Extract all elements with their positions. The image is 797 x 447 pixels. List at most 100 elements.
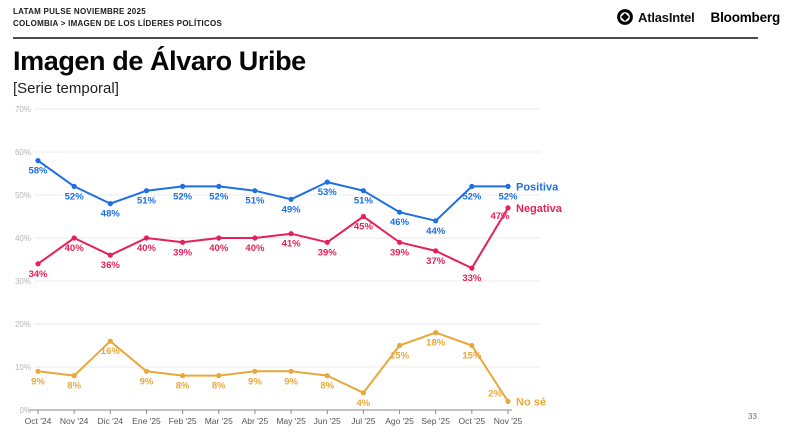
x-axis-label: Mar '25: [205, 416, 233, 426]
page-title: Imagen de Álvaro Uribe: [13, 46, 306, 76]
data-point-label: 8%: [320, 381, 334, 392]
data-point-label: 40%: [137, 243, 157, 254]
data-point: [288, 368, 294, 374]
breadcrumb: COLOMBIA > IMAGEN DE LOS LÍDERES POLÍTIC…: [13, 19, 223, 28]
x-axis-label: Oct '25: [459, 416, 486, 426]
data-point-label: 18%: [426, 338, 446, 349]
y-axis-label: 20%: [15, 320, 31, 329]
data-point: [360, 390, 366, 396]
data-point: [433, 218, 439, 224]
page-subtitle: [Serie temporal]: [13, 80, 119, 97]
brand-logos: AtlasIntel Bloomberg: [617, 9, 780, 25]
data-point-label: 33%: [462, 273, 482, 284]
y-axis-label: 30%: [15, 277, 31, 286]
data-point-label: 44%: [426, 226, 446, 237]
x-axis-label: Ene '25: [132, 416, 161, 426]
data-point: [216, 373, 222, 379]
data-point: [288, 231, 294, 237]
data-point: [216, 183, 222, 189]
data-point: [143, 188, 150, 194]
data-point: [469, 342, 475, 349]
x-axis-label: Feb '25: [169, 416, 197, 426]
data-point: [433, 330, 439, 336]
data-point-label: 9%: [140, 376, 154, 387]
data-point-label: 58%: [28, 166, 48, 177]
data-point-label: 41%: [282, 239, 302, 250]
data-point-label: 39%: [390, 247, 410, 258]
y-axis-label: 60%: [15, 148, 31, 157]
data-point: [71, 183, 77, 189]
data-point: [360, 213, 366, 220]
data-point: [71, 235, 77, 241]
data-point-label: 36%: [101, 260, 121, 271]
data-point-label: 46%: [390, 217, 410, 228]
data-point: [396, 239, 403, 245]
data-point-label: 52%: [462, 191, 482, 202]
data-point-label: 52%: [498, 191, 518, 202]
data-point-label: 40%: [65, 243, 85, 254]
data-point-label: 39%: [173, 247, 193, 258]
x-axis-label: Nov '25: [494, 416, 523, 426]
data-point: [107, 252, 113, 258]
x-axis-label: Nov '24: [60, 416, 89, 426]
y-axis-label: 70%: [15, 105, 31, 114]
data-point-label: 52%: [65, 191, 85, 202]
data-point-label: 9%: [31, 376, 45, 387]
data-point: [505, 205, 511, 211]
data-point-label: 9%: [284, 376, 298, 387]
page-number: 33: [748, 412, 757, 421]
x-axis-label: Dic '24: [97, 416, 123, 426]
data-point-label: 52%: [173, 191, 193, 202]
x-axis-label: Abr '25: [242, 416, 269, 426]
series-line-negativa: [37, 207, 509, 270]
y-axis-label: 0%: [19, 406, 31, 415]
data-point: [469, 183, 475, 189]
data-point-label: 9%: [248, 376, 262, 387]
data-point: [288, 196, 294, 202]
data-point: [396, 209, 403, 215]
data-point-label: 16%: [101, 346, 121, 357]
x-axis-label: May '25: [276, 416, 306, 426]
series-line-positiva: [37, 159, 508, 222]
atlasintel-logo: AtlasIntel: [617, 9, 695, 25]
data-point-label: 48%: [101, 209, 121, 220]
data-point-label: 45%: [354, 222, 374, 233]
data-point: [107, 201, 113, 207]
data-point: [35, 261, 41, 267]
data-point-label: 51%: [354, 196, 374, 207]
bloomberg-logo: Bloomberg: [710, 9, 781, 25]
data-point: [180, 239, 186, 245]
x-axis-label: Sep '25: [421, 416, 450, 426]
data-point-label: 37%: [426, 256, 446, 267]
legend-label-positiva: Positiva: [516, 181, 559, 193]
data-point: [252, 188, 258, 194]
data-point: [71, 373, 77, 379]
data-point-label: 39%: [318, 247, 338, 258]
data-point-label: 8%: [212, 381, 226, 392]
data-point-label: 15%: [390, 351, 410, 362]
atlasintel-icon: [617, 9, 633, 25]
data-point-label: 8%: [176, 381, 190, 392]
data-point: [252, 235, 258, 241]
data-point: [469, 265, 475, 271]
data-point: [143, 368, 150, 374]
x-axis-label: Ago '25: [385, 416, 414, 426]
report-name: LATAM PULSE NOVIEMBRE 2025: [13, 7, 146, 16]
data-point-label: 34%: [28, 269, 48, 280]
data-point-label: 40%: [209, 243, 229, 254]
data-point-label: 53%: [318, 187, 338, 198]
data-point: [180, 373, 186, 379]
data-point-label: 51%: [245, 196, 265, 207]
data-point-label: 40%: [245, 243, 265, 254]
data-point: [324, 239, 330, 245]
data-point: [433, 248, 439, 254]
data-point: [324, 179, 330, 185]
y-axis-label: 10%: [15, 363, 31, 372]
x-axis-label: Jul '25: [351, 416, 376, 426]
header-divider: [13, 37, 758, 39]
data-point-label: 47%: [490, 211, 510, 222]
data-point: [143, 235, 150, 241]
x-axis-label: Oct '24: [25, 416, 52, 426]
